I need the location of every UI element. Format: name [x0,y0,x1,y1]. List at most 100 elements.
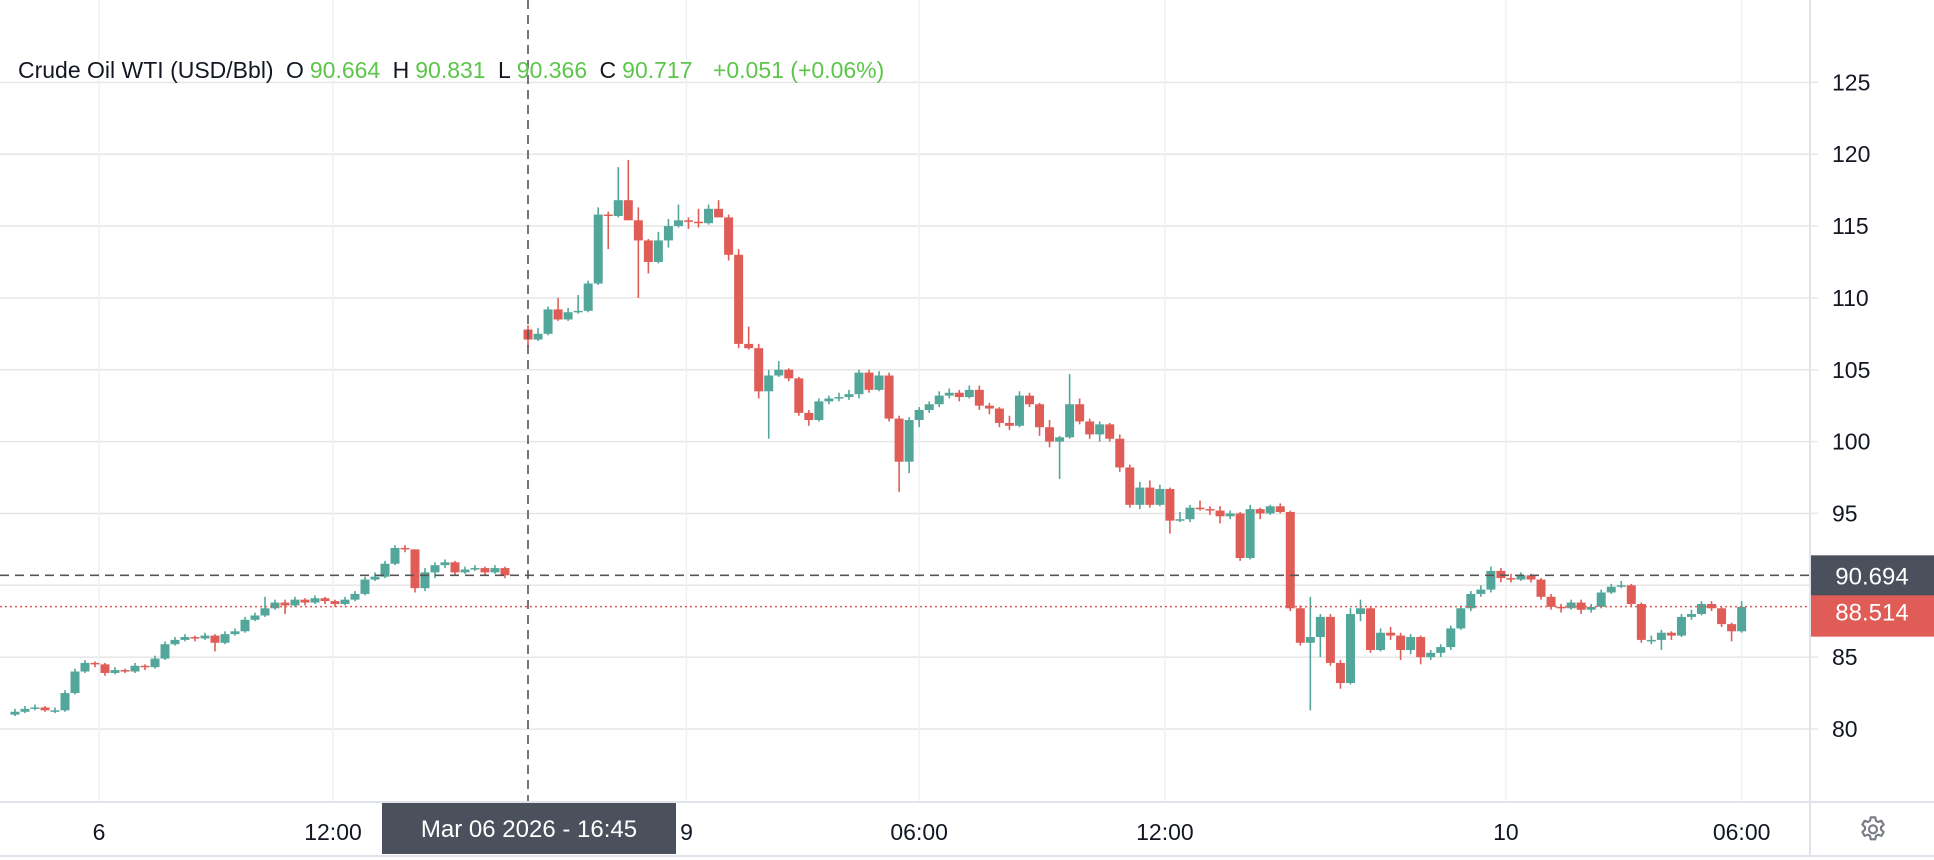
candle-down [884,375,894,419]
candle-up [1566,602,1576,609]
candle-down [744,343,754,349]
candle-up [1646,639,1656,642]
candle-up [200,635,210,639]
candle-up [440,562,450,566]
candle-up [1175,519,1185,521]
candle-down [1115,438,1125,468]
candle-up [310,598,320,603]
candle-up [1185,507,1195,520]
candle-down [553,309,563,320]
candle-down [633,220,643,241]
crosshair-price-label: 90.694 [1835,563,1908,590]
y-tick-label: 95 [1832,500,1858,526]
candle-down [140,665,150,668]
candle-down [1145,487,1155,505]
candle-down [1125,467,1135,505]
candle-down [1025,395,1034,405]
settings-button[interactable] [1857,814,1889,846]
candle-down [1165,489,1175,521]
candle-up [1606,586,1616,593]
candle-up [290,599,300,606]
candle-down [280,602,290,606]
candle-down [794,378,804,413]
candle-up [1436,647,1446,653]
candle-down [603,214,613,217]
candle-up [380,563,390,577]
candle-down [400,547,410,550]
candle-up [10,711,20,715]
candle-up [80,662,90,672]
y-tick-label: 105 [1832,357,1870,383]
candle-up [1656,632,1666,640]
x-tick-label: 10 [1493,819,1519,845]
candle-down [1085,421,1095,435]
crosshair-time-label: Mar 06 2026 - 16:45 [421,816,637,843]
y-tick-label: 100 [1832,429,1870,455]
candle-up [814,401,824,421]
candle-down [804,412,814,421]
candle-down [1727,624,1737,632]
candle-up [270,602,280,609]
crosshair-price-badge [1811,555,1934,596]
candle-up [1245,509,1255,558]
candle-down [784,369,794,379]
candle-up [593,214,603,284]
candle-up [1095,424,1105,435]
candle-down [1255,509,1265,514]
candle-down [410,549,420,589]
candles [10,159,1747,717]
candle-up [834,397,844,399]
candle-down [1035,404,1045,428]
candle-up [583,283,593,311]
candle-up [944,392,954,396]
x-tick-label: 12:00 [304,819,362,845]
candle-down [974,389,984,406]
close-value: 90.717 [622,57,693,83]
candle-up [70,671,80,694]
candle-up [854,372,864,395]
x-tick-label: 12:00 [1136,819,1194,845]
candle-down [1335,662,1345,684]
candle-up [1345,614,1355,684]
candle-down [1666,632,1676,636]
candle-up [1466,593,1476,609]
high-value: 90.831 [415,57,486,83]
candle-up [150,658,160,668]
y-tick-label: 125 [1832,69,1870,95]
candle-down [450,562,460,573]
candle-up [1586,606,1596,610]
candle-up [1486,570,1496,590]
candle-up [774,369,784,376]
candle-up [1616,585,1626,587]
candle-up [460,569,470,573]
candle-down [320,598,330,602]
candle-down [1205,509,1215,511]
candle-down [40,707,50,711]
candle-up [1737,606,1747,632]
candle-up [1135,487,1145,505]
candle-up [844,394,854,398]
candle-up [964,389,974,398]
candle-down [623,200,633,221]
candle-up [934,395,944,405]
candle-up [563,312,573,320]
candle-down [1506,578,1516,580]
candle-up [573,310,583,313]
y-tick-label: 115 [1832,213,1869,239]
candle-down [1105,424,1115,439]
crosshair-time-badge [382,803,676,854]
candle-up [914,409,924,421]
candle-down [1626,585,1636,604]
last-price-label: 88.514 [1835,600,1908,627]
candle-up [430,565,440,573]
candle-down [1717,608,1727,625]
candle-down [1366,608,1376,650]
y-tick-label: 110 [1832,285,1869,311]
candle-down [500,568,510,576]
candle-up [370,576,380,580]
candle-up [250,615,260,620]
gear-icon [1861,816,1885,841]
candle-down [994,408,1004,423]
